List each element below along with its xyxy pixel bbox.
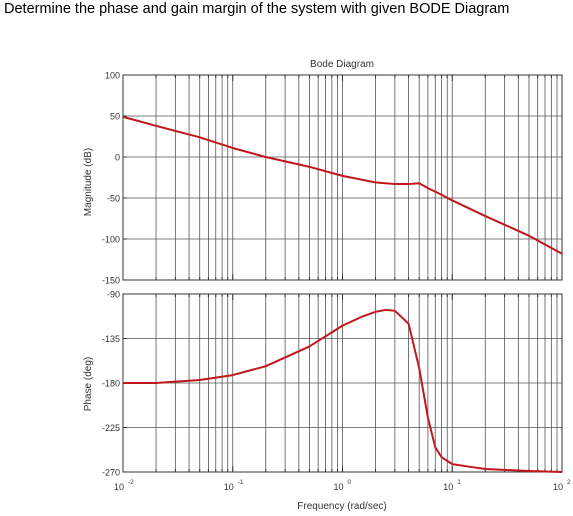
x-tick-label: 10 bbox=[553, 482, 563, 492]
x-tick-label: 10 bbox=[224, 482, 234, 492]
x-tick-label: 10 bbox=[443, 482, 453, 492]
frequency-axis-label: Frequency (rad/sec) bbox=[297, 501, 386, 512]
x-tick-label: 10 bbox=[114, 482, 124, 492]
magnitude-curve bbox=[122, 115, 563, 255]
x-tick-exponent: -2 bbox=[128, 479, 134, 486]
x-tick-labels: 10 -2 10 -1 10 0 10 1 10 2 bbox=[114, 479, 571, 492]
x-tick-exponent: -1 bbox=[238, 479, 244, 486]
phase-y-tick-label: -225 bbox=[102, 423, 120, 433]
magnitude-axis-label: Magnitude (dB) bbox=[83, 148, 94, 216]
magnitude-y-tick-label: -150 bbox=[102, 276, 120, 286]
x-tick-exponent: 2 bbox=[567, 479, 571, 486]
x-tick-exponent: 0 bbox=[348, 479, 352, 486]
phase-y-tick-label: -90 bbox=[107, 290, 120, 300]
magnitude-y-tick-label: 50 bbox=[110, 112, 120, 122]
phase-panel: -90 -135 -180 -225 -270 bbox=[102, 290, 563, 478]
magnitude-y-tick-label: -100 bbox=[102, 235, 120, 245]
x-tick-label: 10 bbox=[333, 482, 343, 492]
magnitude-panel: 100 50 0 -50 -100 -150 bbox=[102, 71, 563, 286]
chart-title: Bode Diagram bbox=[310, 59, 374, 70]
phase-y-tick-label: -135 bbox=[102, 334, 120, 344]
phase-axis-label: Phase (deg) bbox=[83, 357, 94, 411]
phase-y-tick-label: -270 bbox=[102, 468, 120, 478]
magnitude-y-tick-label: -50 bbox=[107, 194, 120, 204]
question-text: Determine the phase and gain margin of t… bbox=[4, 1, 510, 17]
phase-curve bbox=[123, 308, 563, 473]
magnitude-y-tick-label: 100 bbox=[105, 71, 120, 81]
magnitude-y-tick-label: 0 bbox=[115, 153, 120, 163]
phase-y-tick-label: -180 bbox=[102, 379, 120, 389]
x-tick-exponent: 1 bbox=[457, 479, 461, 486]
